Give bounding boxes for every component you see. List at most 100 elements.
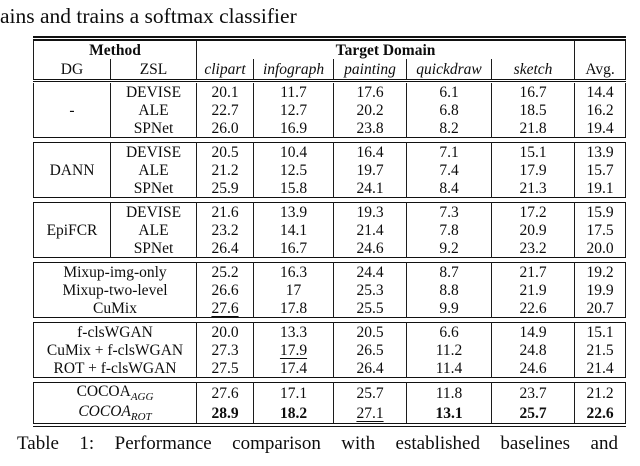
value-cell: 10.4 xyxy=(253,142,334,161)
value-cell: 15.1 xyxy=(491,142,575,161)
table-row: DANN DEVISE 20.5 10.4 16.4 7.1 15.1 13.9 xyxy=(34,142,626,179)
value-cell: 23.2 xyxy=(196,221,254,239)
value-cell: 26.4 xyxy=(333,359,407,378)
table-row: SPNet 26.4 16.7 24.6 9.2 23.2 20.0 xyxy=(34,239,626,258)
avg-cell: 21.2 xyxy=(574,382,626,404)
method-name: COCOA xyxy=(76,383,131,400)
header-domain-clipart: clipart xyxy=(196,59,254,81)
value-cell: 20.0 xyxy=(196,322,254,341)
method-cell: COCOAROT xyxy=(34,403,197,425)
value-cell: 25.7 xyxy=(491,403,575,426)
value-cell: 24.1 xyxy=(333,179,407,198)
header-dg: DG xyxy=(60,60,84,78)
avg-cell: 21.5 xyxy=(574,341,626,359)
value-cell: 21.7 xyxy=(491,262,575,281)
value-cell: 24.8 xyxy=(491,341,575,359)
value-cell: 13.3 xyxy=(253,322,334,341)
header-zsl: ZSL xyxy=(109,59,197,81)
value-cell: 7.4 xyxy=(406,161,492,179)
value-cell: 13.1 xyxy=(406,403,492,426)
avg-cell: 19.1 xyxy=(574,179,626,198)
table-row: SPNet 25.9 15.8 24.1 8.4 21.3 19.1 xyxy=(34,179,626,198)
value-cell: 25.9 xyxy=(196,179,254,198)
zsl-cell: DEVISE xyxy=(110,83,197,101)
value-cell: 17.9 xyxy=(491,161,575,179)
value-cell: 17 xyxy=(253,281,334,299)
method-cell: CuMix xyxy=(93,299,137,317)
avg-cell: 20.0 xyxy=(574,239,626,258)
zsl-cell: DEVISE xyxy=(110,142,197,161)
value-cell: 18.2 xyxy=(253,403,334,426)
value-cell: 11.4 xyxy=(406,359,492,378)
table-row: f-clsWGAN 20.0 13.3 20.5 6.6 14.9 15.1 xyxy=(34,322,626,341)
value-cell: 20.1 xyxy=(196,83,254,101)
avg-cell: 15.7 xyxy=(574,161,626,179)
value-cell: 25.2 xyxy=(196,262,254,281)
value-cell: 27.3 xyxy=(196,341,254,359)
value-cell: 26.0 xyxy=(196,119,254,138)
header-row-columns: DG ZSL clipart infograph painting quickd… xyxy=(34,59,626,81)
avg-cell: 21.4 xyxy=(574,359,626,378)
avg-cell: 17.5 xyxy=(574,221,626,239)
value-cell: 18.5 xyxy=(491,101,575,119)
results-table: Method Target Domain DG ZSL clipart info… xyxy=(33,36,627,428)
value-cell: 6.8 xyxy=(406,101,492,119)
method-subscript: AGG xyxy=(130,391,154,404)
value-cell: 14.1 xyxy=(253,221,334,239)
header-avg-spacer xyxy=(574,38,626,59)
table-row: - DEVISE 20.1 11.7 17.6 6.1 16.7 14.4 xyxy=(34,83,626,118)
value-cell: 22.6 xyxy=(491,299,575,318)
avg-cell: 15.1 xyxy=(574,322,626,341)
avg-cell: 22.6 xyxy=(574,403,626,426)
dg-cell: - xyxy=(69,101,75,119)
value-cell: 6.6 xyxy=(406,322,492,341)
value-cell: 17.2 xyxy=(491,202,575,221)
value-cell: 21.4 xyxy=(333,221,407,239)
group-cocoa: COCOAAGG 27.6 17.1 25.7 11.8 23.7 21.2 C… xyxy=(33,382,626,428)
zsl-cell: ALE xyxy=(110,221,197,239)
value-cell: 11.2 xyxy=(406,341,492,359)
value-cell: 27.5 xyxy=(196,359,254,378)
zsl-cell: ALE xyxy=(110,101,197,119)
avg-cell: 19.4 xyxy=(574,119,626,138)
value-cell: 8.2 xyxy=(406,119,492,138)
value-cell: 19.3 xyxy=(333,202,407,221)
zsl-cell: SPNet xyxy=(110,239,197,258)
value-cell: 16.9 xyxy=(253,119,334,138)
zsl-cell: SPNet xyxy=(110,179,197,198)
value-cell: 17.6 xyxy=(333,83,407,101)
table-row: ALE 23.2 14.1 21.4 7.8 20.9 17.5 xyxy=(34,221,626,239)
value-cell: 12.7 xyxy=(253,101,334,119)
method-name: COCOA xyxy=(78,403,131,421)
avg-cell: 19.2 xyxy=(574,262,626,281)
value-cell: 16.4 xyxy=(333,142,407,161)
value-cell: 12.5 xyxy=(253,161,334,179)
method-cell: CuMix + f-clsWGAN xyxy=(46,341,184,359)
avg-cell: 16.2 xyxy=(574,101,626,119)
value-cell: 20.5 xyxy=(333,322,407,341)
value-cell: 27.1 xyxy=(333,403,407,426)
value-cell: 8.7 xyxy=(406,262,492,281)
table-row: COCOAROT 28.9 18.2 27.1 13.1 25.7 22.6 xyxy=(34,403,626,426)
value-cell: 24.4 xyxy=(333,262,407,281)
group-mixup: Mixup-img-only 25.2 16.3 24.4 8.7 21.7 1… xyxy=(33,262,626,318)
value-cell: 21.2 xyxy=(196,161,254,179)
value-cell: 8.8 xyxy=(406,281,492,299)
value-cell: 24.6 xyxy=(491,359,575,378)
method-subscript: ROT xyxy=(130,411,152,424)
value-cell: 16.7 xyxy=(253,239,334,258)
value-cell: 25.7 xyxy=(333,382,407,404)
value-cell: 14.9 xyxy=(491,322,575,341)
value-cell: 16.3 xyxy=(253,262,334,281)
value-cell: 17.1 xyxy=(253,382,334,404)
value-cell: 20.5 xyxy=(196,142,254,161)
value-cell: 25.5 xyxy=(333,299,407,318)
value-cell: 21.3 xyxy=(491,179,575,198)
header-domain-painting: painting xyxy=(333,59,407,81)
header-domain-infograph: infograph xyxy=(253,59,334,81)
dg-cell: EpiFCR xyxy=(46,221,98,239)
group-no-dg: - DEVISE 20.1 11.7 17.6 6.1 16.7 14.4 AL… xyxy=(33,83,626,138)
value-cell: 9.9 xyxy=(406,299,492,318)
method-cell: ROT + f-clsWGAN xyxy=(53,359,177,377)
header-domain-quickdraw: quickdraw xyxy=(406,59,492,81)
